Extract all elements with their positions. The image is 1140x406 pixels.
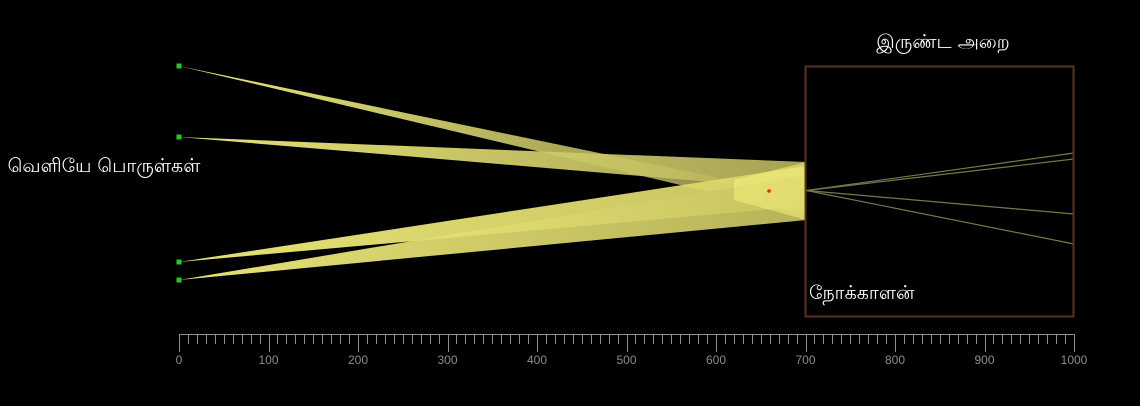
light-beam-3 — [179, 166, 807, 262]
observer-label: நோக்காளன் — [809, 282, 915, 305]
tick-label-500: 500 — [616, 353, 636, 367]
projected-ray-4 — [806, 189, 1075, 245]
projected-ray-1 — [806, 152, 1075, 192]
light-beams — [179, 66, 807, 280]
tick-label-600: 600 — [706, 353, 726, 367]
object-point-4 — [176, 277, 182, 283]
object-points — [176, 63, 182, 283]
object-point-3 — [176, 259, 182, 265]
dark-room-label: இருண்ட அறை — [876, 31, 1009, 54]
object-point-1 — [176, 63, 182, 69]
object-point-2 — [176, 134, 182, 140]
dark-room-box — [804, 65, 1075, 318]
focus-point — [767, 189, 771, 193]
tick-label-900: 900 — [974, 353, 994, 367]
light-beam-1 — [179, 66, 807, 215]
light-beam-2 — [179, 137, 807, 190]
projected-rays — [806, 152, 1075, 245]
objects-outside-label: வெளியே பொருள்கள் — [8, 155, 202, 178]
tick-label-200: 200 — [348, 353, 368, 367]
tick-label-400: 400 — [527, 353, 547, 367]
tick-label-100: 100 — [258, 353, 278, 367]
projected-ray-3 — [806, 189, 1075, 215]
distance-scale: 0 100 200 300 400 500 600 700 800 900 1000 — [176, 334, 1088, 367]
projected-ray-2 — [806, 158, 1075, 192]
light-beam-4 — [179, 175, 807, 280]
tick-label-300: 300 — [437, 353, 457, 367]
tick-label-800: 800 — [885, 353, 905, 367]
tick-label-700: 700 — [795, 353, 815, 367]
tick-label-0: 0 — [176, 353, 183, 367]
tick-label-1000: 1000 — [1061, 353, 1088, 367]
